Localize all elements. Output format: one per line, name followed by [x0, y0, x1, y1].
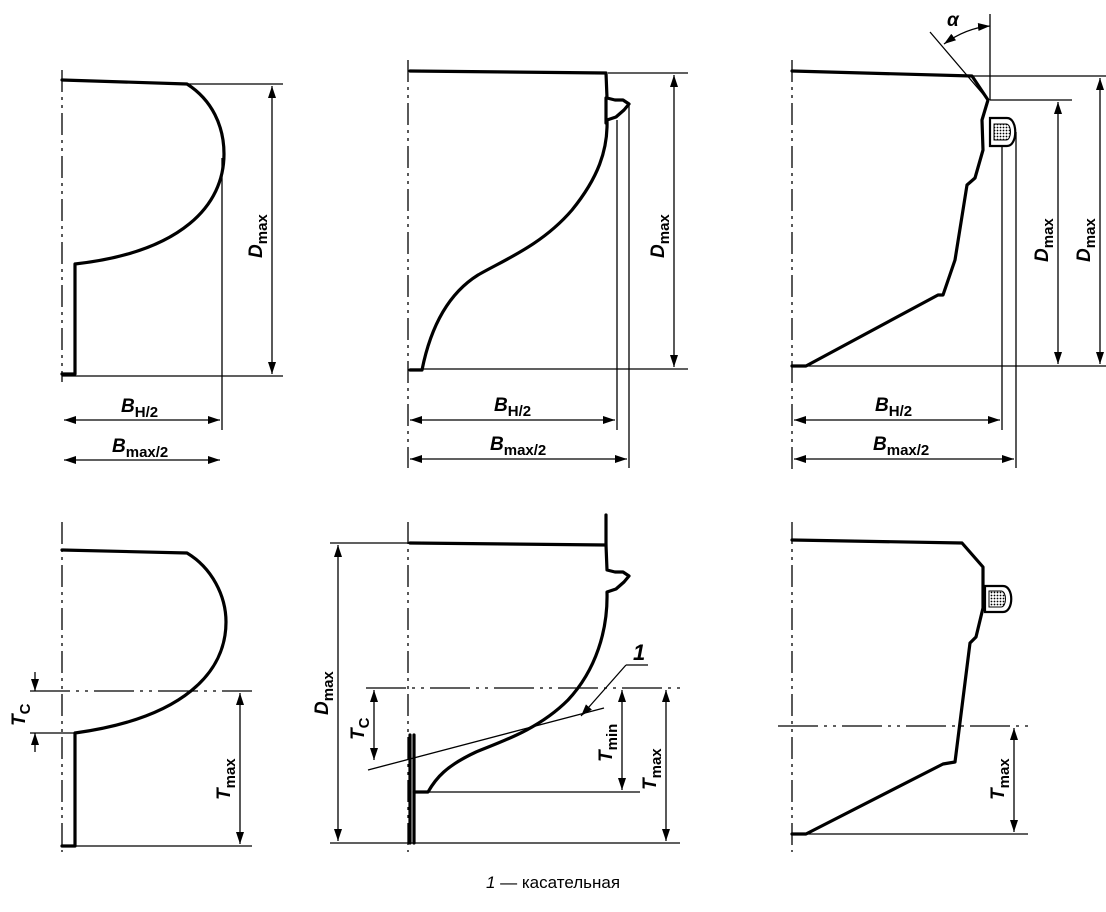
dimension-label-b-h2: BH/2	[875, 395, 912, 420]
profile-outline	[408, 541, 631, 794]
tangent-line	[367, 707, 605, 771]
profile-outline	[790, 69, 990, 368]
panel-top-middle: Dmax BH/2 Bmax/2	[407, 60, 688, 468]
bead-marker	[983, 584, 1013, 614]
profile-outline	[60, 78, 226, 376]
panel-bottom-left: TC Tmax	[9, 522, 252, 852]
panel-bottom-right: Tmax	[778, 522, 1028, 852]
panel-bottom-middle: Dmax TC Tmin Tmax 1	[312, 513, 680, 852]
figure-caption: 1 — касательная	[0, 873, 1106, 893]
dimension-label-b-h2: BH/2	[121, 396, 158, 421]
dimension-label-t-max: Tmax	[214, 758, 239, 800]
profile-outline	[60, 548, 228, 848]
dimension-label-d-max-inner: Dmax	[1032, 218, 1057, 262]
dimension-label-t-max: Tmax	[640, 748, 665, 790]
dimension-label-d-max: Dmax	[648, 214, 673, 258]
dimension-label-d-max: Dmax	[246, 214, 271, 258]
dimension-label-t-c: TC	[348, 717, 373, 740]
dimension-label-d-max-outer: Dmax	[1074, 218, 1099, 262]
dimension-label-t-c: TC	[9, 703, 34, 726]
dimension-label-b-max2: Bmax/2	[873, 434, 929, 459]
tangent-line	[929, 31, 989, 101]
dimension-label-b-h2: BH/2	[494, 395, 531, 420]
angle-label-alpha: α	[947, 10, 960, 31]
panel-top-right: α Dmax Dmax BH/2 Bmax/2	[790, 10, 1106, 470]
dimension-label-b-max2: Bmax/2	[112, 436, 168, 461]
panel-top-left: Dmax BH/2 Bmax/2	[60, 70, 283, 464]
dimension-label-t-max: Tmax	[988, 758, 1013, 800]
dimension-label-b-max2: Bmax/2	[490, 434, 546, 459]
dimension-label-d-max: Dmax	[312, 671, 337, 715]
profile-outline	[408, 69, 631, 372]
caption-text: касательная	[521, 873, 621, 892]
caption-number: 1	[485, 873, 496, 892]
caption-dash: —	[495, 873, 522, 892]
callout-label: 1	[633, 640, 645, 665]
callout-leader	[580, 664, 627, 717]
profile-outline	[790, 538, 985, 836]
dimension-label-t-min: Tmin	[596, 724, 621, 762]
angle-arc	[943, 23, 991, 45]
bead-marker	[988, 116, 1017, 148]
